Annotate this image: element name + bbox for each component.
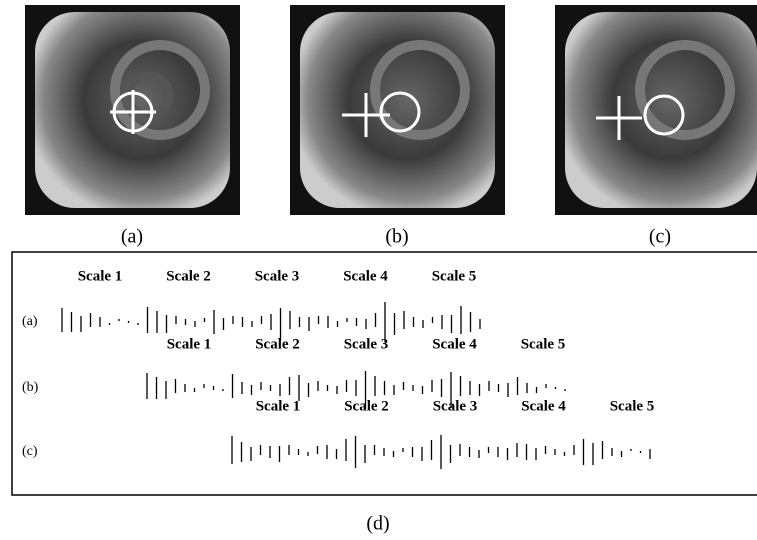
scale-label: Scale 4 bbox=[432, 336, 477, 352]
scale-label: Scale 4 bbox=[343, 268, 388, 284]
scale-label: Scale 2 bbox=[344, 398, 389, 414]
scale-label: Scale 1 bbox=[78, 268, 123, 284]
image-a bbox=[25, 5, 240, 215]
diagram-frame bbox=[12, 252, 757, 495]
rows: (a) Scale 1 Scale 2 Scale 3 Scale 4 Scale 5 (b… bbox=[22, 268, 654, 469]
scale-label: Scale 5 bbox=[432, 268, 477, 284]
image-b bbox=[290, 5, 505, 215]
scale-label: Scale 2 bbox=[166, 268, 211, 284]
panel-label: (a) bbox=[121, 226, 143, 248]
row-label: (a) bbox=[22, 314, 38, 329]
scale-label: Scale 1 bbox=[256, 398, 301, 414]
row-label: (c) bbox=[22, 444, 38, 459]
scale-label: Scale 3 bbox=[344, 336, 389, 352]
row-label: (b) bbox=[22, 380, 39, 395]
scale-label: Scale 2 bbox=[255, 336, 300, 352]
scale-label: Scale 3 bbox=[433, 398, 478, 414]
scale-label: Scale 1 bbox=[167, 336, 212, 352]
image-c bbox=[555, 5, 757, 215]
panel-label: (b) bbox=[385, 226, 408, 248]
scale-label: Scale 5 bbox=[521, 336, 566, 352]
figure: (a) (b) (c) (d) (a) Scale 1 Scale 2 Scale 3… bbox=[0, 0, 757, 540]
panel-label: (d) bbox=[366, 513, 389, 535]
panel-label: (c) bbox=[649, 226, 671, 248]
scale-label: Scale 4 bbox=[521, 398, 566, 414]
scale-label: Scale 3 bbox=[255, 268, 300, 284]
scale-label: Scale 5 bbox=[610, 398, 655, 414]
